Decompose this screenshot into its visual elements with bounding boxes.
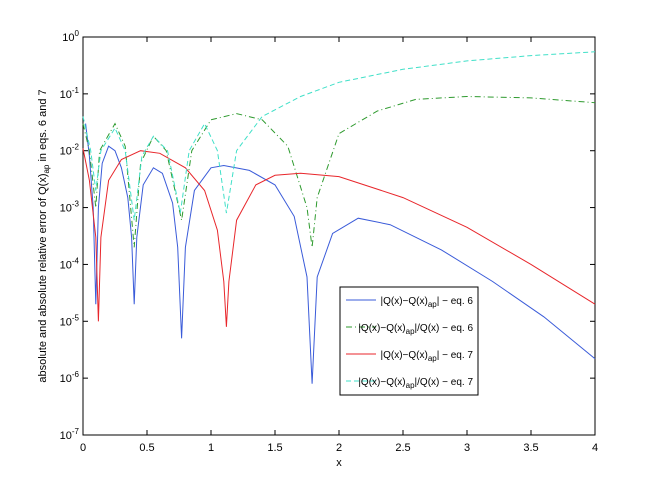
legend-label: |Q(x)−Q(x)ap​|/Q(x) − eq. 7 <box>358 377 473 390</box>
x-tick-label: 0 <box>80 442 86 454</box>
y-tick-label: 10-4​ <box>60 256 80 271</box>
y-axis-label: absolute and absolute relative error of … <box>37 89 51 382</box>
x-axis-label: x <box>336 457 342 469</box>
x-tick-label: 1 <box>208 442 214 454</box>
y-tick-label: 10-3​ <box>60 200 80 215</box>
legend-label: |Q(x)−Q(x)ap​|/Q(x) − eq. 6 <box>358 323 473 336</box>
series-line <box>82 95 596 248</box>
x-tick-label: 3.5 <box>523 442 538 454</box>
legend-label: |Q(x)−Q(x)ap​| − eq. 7 <box>381 350 474 363</box>
x-tick-label: 2 <box>336 442 342 454</box>
x-tick-label: 3 <box>464 442 470 454</box>
x-tick-label: 2.5 <box>395 442 410 454</box>
y-tick-label: 100​ <box>62 29 79 44</box>
y-tick-label: 10-6​ <box>60 370 80 385</box>
legend-box <box>339 286 479 396</box>
series-line <box>85 123 596 384</box>
y-tick-label: 10-1​ <box>60 86 80 101</box>
y-tick-label: 10-7​ <box>60 427 80 442</box>
x-tick-label: 0.5 <box>139 442 154 454</box>
x-tick-label: 1.5 <box>267 442 282 454</box>
series-line <box>82 51 596 221</box>
y-tick-label: 10-2​ <box>60 143 80 158</box>
x-tick-label: 4 <box>592 442 598 454</box>
series-line <box>82 148 596 327</box>
y-tick-label: 10-5​ <box>60 313 80 328</box>
legend-label: |Q(x)−Q(x)ap​| − eq. 6 <box>381 296 474 309</box>
plot-frame <box>82 36 596 436</box>
